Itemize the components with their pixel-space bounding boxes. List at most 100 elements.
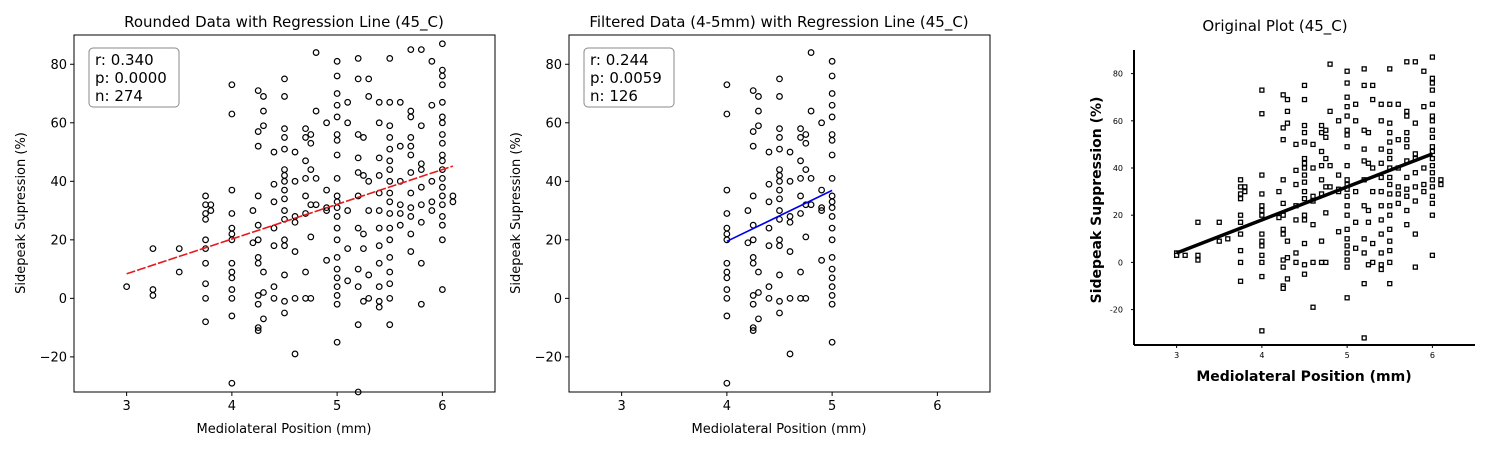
- data-point: [1310, 165, 1316, 171]
- data-point: [828, 283, 836, 291]
- data-point: [1438, 181, 1444, 188]
- x-axis-label: Mediolateral Position (mm): [1196, 369, 1411, 385]
- data-point: [281, 134, 288, 141]
- data-point: [1323, 127, 1329, 133]
- tick-group: 3 4 5 6 −20 0 20 40 60 80: [535, 58, 942, 414]
- y-tick-label: 20: [50, 233, 67, 248]
- data-point: [202, 259, 209, 267]
- data-point: [386, 198, 394, 206]
- data-point: [828, 174, 836, 182]
- data-point: [302, 174, 309, 182]
- data-point: [1259, 203, 1265, 209]
- data-point: [1370, 165, 1376, 171]
- y-axis-label: Sidepeak Supression (%): [509, 132, 524, 294]
- data-point: [1404, 144, 1410, 150]
- data-point: [1259, 259, 1265, 266]
- data-point: [1259, 172, 1265, 178]
- data-point: [202, 294, 209, 302]
- data-point: [818, 204, 825, 212]
- x-tick-label: 3: [617, 399, 625, 414]
- data-point: [1259, 252, 1265, 258]
- data-point: [407, 113, 415, 121]
- regression-line: [1175, 152, 1434, 255]
- data-point: [723, 210, 731, 217]
- data-point: [797, 134, 804, 141]
- data-point: [797, 174, 804, 182]
- data-point: [375, 224, 383, 232]
- data-point: [1421, 188, 1427, 195]
- data-point: [765, 294, 773, 302]
- data-point: [1361, 127, 1367, 133]
- x-tick-label: 4: [723, 399, 731, 414]
- data-point: [354, 265, 362, 273]
- data-point: [797, 157, 804, 165]
- data-point: [1395, 137, 1401, 143]
- data-point: [1259, 231, 1265, 237]
- data-point: [1335, 229, 1342, 235]
- data-point: [254, 236, 262, 244]
- stat-r: r: 0.340: [95, 51, 154, 69]
- data-point: [438, 236, 446, 244]
- data-point: [1301, 262, 1308, 268]
- data-point: [1301, 139, 1308, 145]
- data-point: [802, 166, 810, 174]
- data-point: [260, 107, 267, 115]
- data-point: [765, 242, 773, 250]
- data-point: [776, 207, 783, 214]
- data-point: [828, 338, 836, 346]
- data-point: [1429, 80, 1436, 86]
- data-point: [1429, 113, 1436, 119]
- data-point: [1429, 144, 1436, 150]
- data-point: [765, 224, 773, 232]
- data-point: [333, 253, 341, 261]
- data-point: [802, 294, 810, 302]
- data-point: [1412, 59, 1418, 65]
- panel-original: Original Plot (45_C) 3 4 5 6 -20 0 20 40 60 80 Me…: [1089, 17, 1475, 385]
- data-point: [1395, 101, 1401, 107]
- data-point: [776, 271, 783, 279]
- data-point: [365, 93, 373, 100]
- y-tick-label: 60: [545, 116, 562, 131]
- data-point: [438, 157, 446, 165]
- data-point: [333, 338, 341, 346]
- data-point: [417, 166, 425, 174]
- data-point: [1378, 262, 1384, 268]
- data-point: [396, 221, 404, 229]
- data-point: [375, 172, 383, 179]
- data-point: [1242, 184, 1248, 190]
- data-point: [344, 277, 352, 285]
- data-point: [1195, 257, 1201, 263]
- scatter-points: [123, 40, 457, 396]
- data-point: [807, 49, 815, 56]
- data-point: [1387, 66, 1393, 72]
- data-point: [1412, 151, 1418, 157]
- y-tick-label: 0: [1118, 258, 1123, 267]
- data-point: [270, 198, 278, 206]
- data-point: [1429, 200, 1436, 207]
- data-point: [396, 142, 404, 150]
- data-point: [1301, 172, 1308, 178]
- data-point: [438, 213, 446, 220]
- data-point: [207, 207, 215, 214]
- data-point: [202, 215, 209, 223]
- data-point: [1378, 146, 1384, 152]
- data-point: [333, 274, 341, 282]
- data-point: [1323, 184, 1329, 190]
- data-point: [1284, 108, 1291, 115]
- data-point: [1323, 134, 1329, 140]
- data-point: [786, 177, 794, 185]
- data-point: [1361, 335, 1367, 341]
- data-point: [723, 110, 731, 118]
- data-point: [1310, 259, 1316, 266]
- data-point: [1323, 210, 1329, 216]
- data-point: [360, 245, 367, 253]
- data-point: [333, 236, 341, 244]
- data-point: [1344, 226, 1350, 233]
- data-point: [375, 154, 383, 162]
- data-point: [344, 207, 352, 214]
- data-point: [1378, 250, 1384, 256]
- data-point: [1412, 184, 1418, 190]
- data-point: [1429, 101, 1436, 107]
- data-point: [375, 242, 383, 250]
